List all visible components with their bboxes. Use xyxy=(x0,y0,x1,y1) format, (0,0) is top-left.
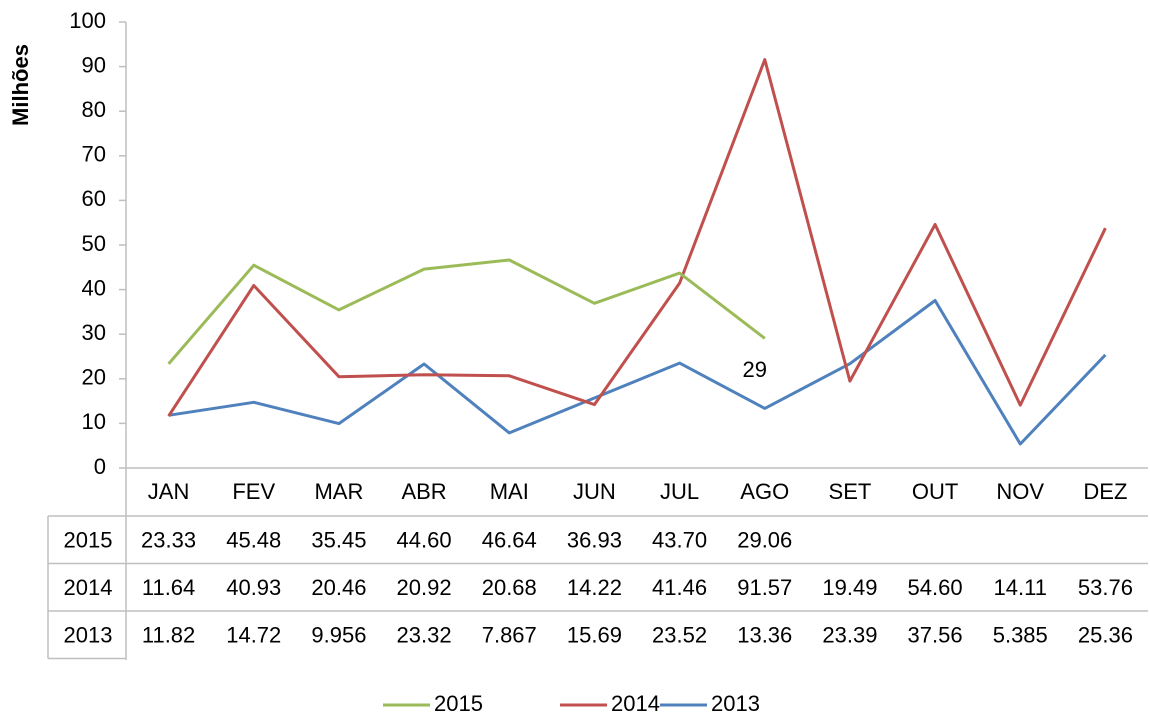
series-line xyxy=(167,258,766,365)
x-tick-label: AGO xyxy=(740,479,789,504)
table-value: 13.36 xyxy=(737,623,792,648)
table-value: 41.46 xyxy=(652,575,707,600)
y-tick-label: 10 xyxy=(82,409,106,434)
y-tick-label: 90 xyxy=(82,52,106,77)
legend-label: 2013 xyxy=(711,691,760,714)
y-tick-label: 20 xyxy=(82,365,106,390)
y-tick-label: 50 xyxy=(82,231,106,256)
table-value: 14.22 xyxy=(567,575,622,600)
y-axis-label: Milhões xyxy=(8,44,33,126)
y-tick-label: 60 xyxy=(82,186,106,211)
table-value: 35.45 xyxy=(311,528,366,553)
table-value: 91.57 xyxy=(737,575,792,600)
table-value: 40.93 xyxy=(226,575,281,600)
table-value: 14.72 xyxy=(226,623,281,648)
x-tick-label: NOV xyxy=(996,479,1044,504)
table-value: 23.32 xyxy=(397,623,452,648)
table-value: 43.70 xyxy=(652,528,707,553)
table-series-name: 2015 xyxy=(64,528,113,553)
data-label: 29 xyxy=(743,357,767,382)
y-tick-label: 30 xyxy=(82,320,106,345)
y-tick-label: 0 xyxy=(94,454,106,479)
table-value: 20.68 xyxy=(482,575,537,600)
table-value: 45.48 xyxy=(226,528,281,553)
table-value: 14.11 xyxy=(994,575,1047,600)
table-value: 29.06 xyxy=(737,528,792,553)
table-value: 20.92 xyxy=(397,575,452,600)
y-tick-label: 100 xyxy=(69,8,106,33)
table-value: 44.60 xyxy=(397,528,452,553)
x-tick-label: MAR xyxy=(314,479,363,504)
x-tick-label: JUN xyxy=(573,479,616,504)
table-value: 5.385 xyxy=(993,623,1048,648)
y-tick-label: 40 xyxy=(82,275,106,300)
x-tick-label: JUL xyxy=(660,479,699,504)
table-value: 54.60 xyxy=(908,575,963,600)
series-line xyxy=(168,299,1107,446)
x-tick-label: OUT xyxy=(912,479,958,504)
x-tick-label: ABR xyxy=(401,479,446,504)
x-tick-label: JAN xyxy=(148,479,190,504)
table-value: 25.36 xyxy=(1078,623,1133,648)
table-value: 19.49 xyxy=(822,575,877,600)
legend-label: 2014 xyxy=(611,691,660,714)
y-tick-label: 80 xyxy=(82,97,106,122)
x-tick-label: DEZ xyxy=(1083,479,1127,504)
table-series-name: 2014 xyxy=(64,575,113,600)
table-value: 23.33 xyxy=(141,528,196,553)
table-value: 36.93 xyxy=(567,528,622,553)
table-value: 46.64 xyxy=(482,528,537,553)
table-value: 11.64 xyxy=(142,575,195,600)
table-value: 23.39 xyxy=(822,623,877,648)
table-value: 20.46 xyxy=(311,575,366,600)
x-tick-label: FEV xyxy=(232,479,275,504)
x-tick-label: SET xyxy=(829,479,872,504)
table-value: 37.56 xyxy=(908,623,963,648)
table-value: 9.956 xyxy=(311,623,366,648)
table-series-name: 2013 xyxy=(64,623,113,648)
legend-label: 2015 xyxy=(434,691,483,714)
y-tick-label: 70 xyxy=(82,142,106,167)
table-value: 15.69 xyxy=(567,623,622,648)
table-value: 7.867 xyxy=(482,623,537,648)
table-value: 53.76 xyxy=(1078,575,1133,600)
table-value: 23.52 xyxy=(652,623,707,648)
x-tick-label: MAI xyxy=(490,479,529,504)
series-line xyxy=(167,58,1107,417)
table-value: 11.82 xyxy=(142,623,195,648)
